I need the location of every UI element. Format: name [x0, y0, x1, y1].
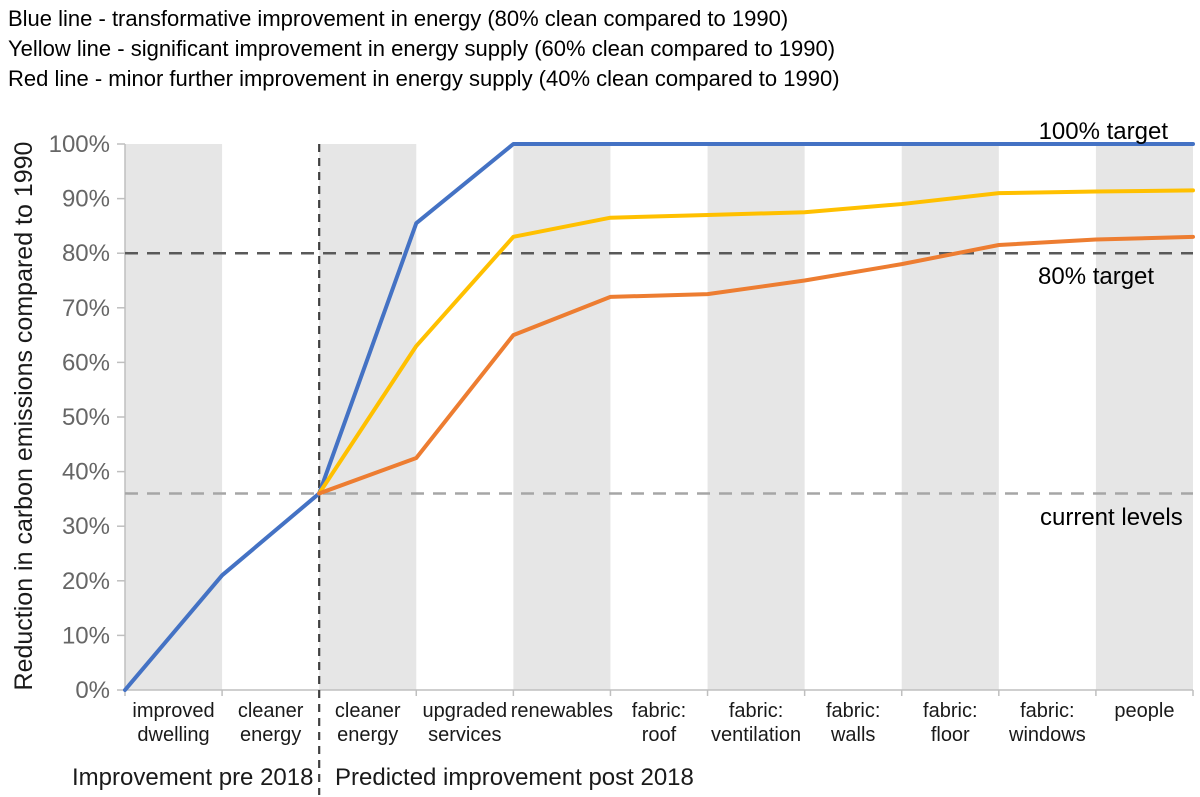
category-label: improved: [132, 700, 214, 722]
section-caption: Predicted improvement post 2018: [335, 764, 694, 791]
y-tick-label: 80%: [62, 240, 110, 267]
category-label: cleaner: [238, 700, 304, 722]
y-tick-label: 50%: [62, 404, 110, 431]
y-tick-label: 30%: [62, 513, 110, 540]
category-label: cleaner: [335, 700, 401, 722]
category-label: fabric:: [729, 700, 783, 722]
category-label: ventilation: [711, 724, 801, 746]
series-line-2: [317, 234, 1195, 496]
series-line-0: [123, 142, 1195, 692]
y-axis-title: Reduction in carbon emissions compared t…: [10, 142, 38, 691]
y-tick-label: 0%: [75, 677, 110, 704]
y-tick-label: 40%: [62, 459, 110, 486]
category-label: services: [428, 724, 501, 746]
category-label: windows: [1008, 724, 1086, 746]
category-label: energy: [240, 724, 301, 746]
category-label: renewables: [511, 700, 613, 722]
plot-band: [1095, 144, 1193, 690]
y-tick-label: 90%: [62, 186, 110, 213]
category-label: energy: [337, 724, 398, 746]
y-tick-label: 20%: [62, 568, 110, 595]
annotation-label: 80% target: [1038, 263, 1154, 290]
category-label: people: [1114, 700, 1174, 722]
category-label: upgraded: [423, 700, 508, 722]
category-label: fabric:: [632, 700, 686, 722]
annotation-label: 100% target: [1039, 118, 1169, 145]
key-line-red: Red line - minor further improvement in …: [8, 66, 840, 91]
chart-key: Blue line - transformative improvement i…: [8, 4, 840, 94]
y-tick-label: 60%: [62, 349, 110, 376]
key-line-yellow: Yellow line - significant improvement in…: [8, 36, 836, 61]
series-line-1: [317, 188, 1195, 496]
y-tick-label: 100%: [49, 131, 110, 158]
section-caption: Improvement pre 2018: [72, 764, 313, 791]
y-tick-label: 70%: [62, 295, 110, 322]
category-label: fabric:: [826, 700, 880, 722]
annotation-label: current levels: [1040, 504, 1183, 531]
y-tick-label: 10%: [62, 622, 110, 649]
category-label: fabric:: [1020, 700, 1074, 722]
plot-band: [901, 144, 999, 690]
category-label: roof: [642, 724, 677, 746]
category-label: fabric:: [923, 700, 977, 722]
category-label: walls: [830, 724, 875, 746]
plot-band: [125, 144, 223, 690]
category-label: dwelling: [137, 724, 209, 746]
key-line-blue: Blue line - transformative improvement i…: [8, 6, 789, 31]
plot-band: [707, 144, 805, 690]
category-label: floor: [931, 724, 970, 746]
